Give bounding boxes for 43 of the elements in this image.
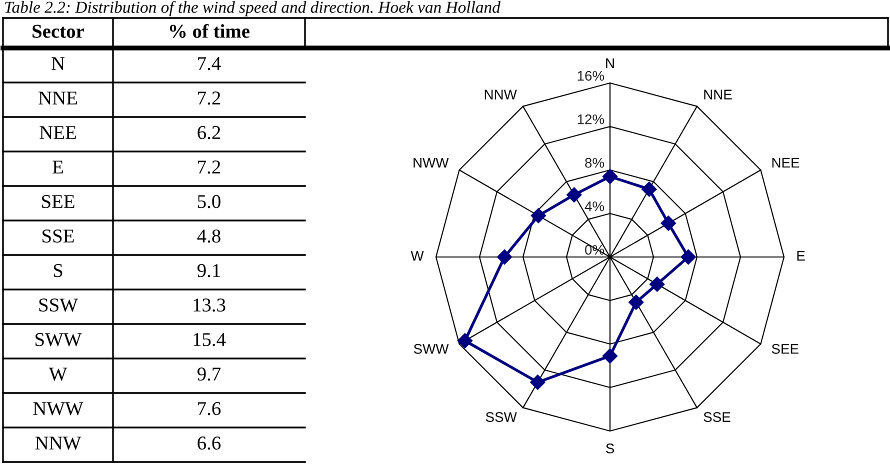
category-label: NEE: [40, 126, 76, 139]
y-tick-label: 16%: [578, 70, 604, 81]
category-label: S: [54, 264, 62, 278]
text: Sector: [32, 24, 84, 38]
text: 4.8: [197, 229, 220, 243]
spoke-label: NWW: [414, 158, 449, 168]
y-tick-label: 4%: [584, 201, 604, 212]
category-label: SSE: [42, 230, 74, 243]
y-tick-label: 12%: [578, 114, 604, 124]
category-label: NNE: [38, 92, 78, 104]
category-label: SSW: [39, 298, 78, 312]
text: 9.1: [197, 264, 220, 278]
text: 7.2: [198, 92, 220, 105]
category-label: E: [52, 160, 63, 174]
text: 15.4: [194, 333, 226, 346]
text: 9.7: [197, 368, 221, 381]
spoke-label: NEE: [772, 158, 800, 168]
y-tick-label: 8%: [585, 158, 604, 168]
category-label: SWW: [36, 333, 82, 346]
spoke-label: NNW: [484, 90, 517, 100]
spoke-label: W: [410, 251, 424, 261]
category-label: N: [52, 57, 65, 70]
text: 5.0: [198, 194, 220, 208]
category-label: SEE: [42, 195, 74, 208]
spoke-label: N: [606, 58, 614, 68]
text: 6.6: [198, 436, 221, 450]
text: 7.2: [198, 160, 220, 174]
text: 13.3: [194, 298, 226, 312]
spoke-label: E: [797, 251, 805, 261]
spoke-label: NNE: [704, 90, 732, 100]
category-label: W: [48, 368, 68, 381]
spoke-label: SWW: [414, 344, 449, 354]
spoke-label: SSW: [486, 412, 517, 422]
spoke-label: SEE: [772, 344, 798, 354]
spoke-label: SSE: [704, 412, 730, 422]
text: Table 2.2: Distribution of the wind speed and direction. Hoek van Holland: [5, 1, 500, 16]
text: 7.4: [198, 57, 221, 70]
text: % of time: [170, 24, 250, 38]
category-label: NNW: [35, 436, 82, 450]
category-label: NWW: [33, 402, 84, 416]
text: 6.2: [198, 126, 220, 140]
spoke-label: S: [606, 444, 614, 454]
text: 7.6: [198, 402, 221, 416]
